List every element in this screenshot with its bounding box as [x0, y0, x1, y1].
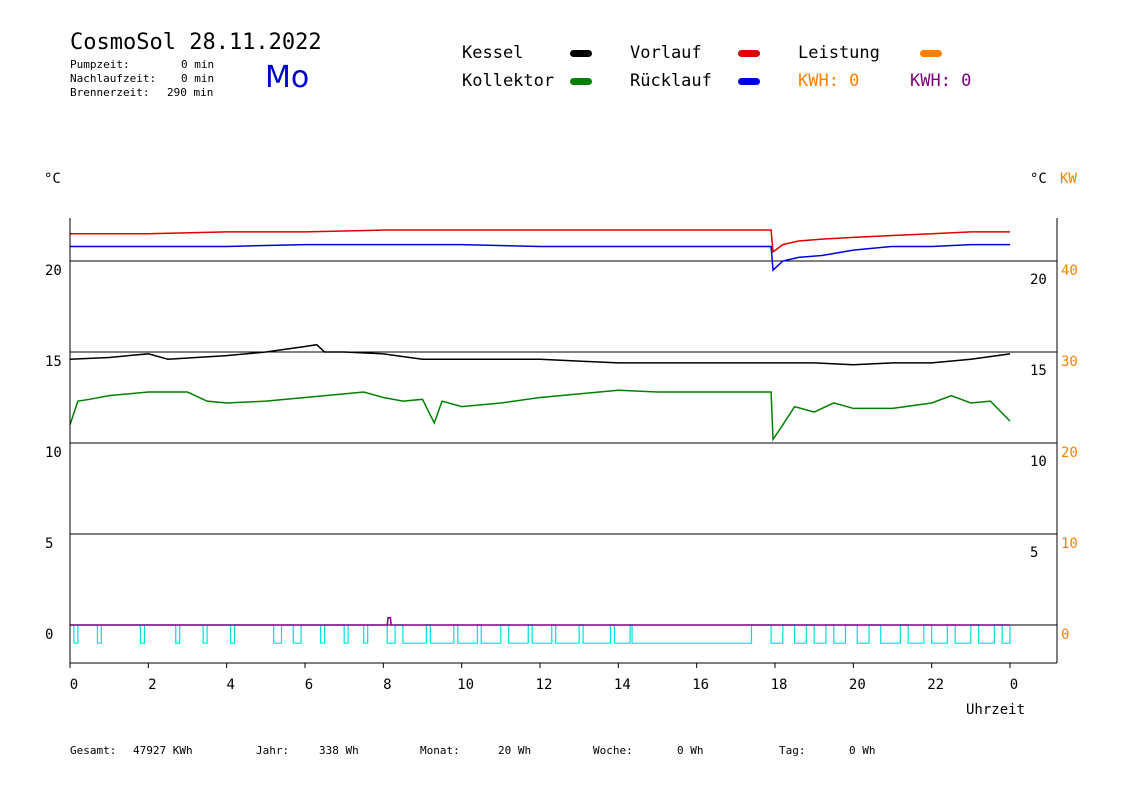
kw-unit-label: KW — [1060, 171, 1077, 187]
series-kollektor-line — [69, 389, 1011, 442]
left-unit-label: °C — [44, 171, 61, 187]
legend-kessel-label: Kessel — [462, 43, 524, 63]
y-kw-label-30: 30 — [1061, 354, 1078, 370]
x-tick-label-10: 20 — [849, 677, 866, 693]
footer-total-value: 47927 KWh — [133, 744, 193, 757]
chart-series — [69, 229, 1011, 644]
x-tick-label-4: 8 — [383, 677, 391, 693]
x-tick-label-12: 0 — [1010, 677, 1018, 693]
y-right-label-5: 5 — [1030, 545, 1038, 561]
chart-grid — [70, 260, 1057, 626]
y-kw-label-10: 10 — [1061, 536, 1078, 552]
legend-leistung-label: Leistung — [798, 43, 880, 63]
chart-axes — [69, 218, 1058, 668]
right-unit-label: °C — [1030, 171, 1047, 187]
kwh-orange-label: KWH: 0 — [798, 71, 860, 91]
x-tick-label-11: 22 — [927, 677, 944, 693]
x-tick-label-1: 2 — [148, 677, 156, 693]
y-left-label-5: 5 — [45, 536, 53, 552]
y-left-label-0: 0 — [45, 627, 53, 643]
x-axis-label: Uhrzeit — [966, 702, 1025, 718]
series-ruecklauf-line — [70, 243, 1010, 272]
legend-vorlauf-label: Vorlauf — [630, 43, 702, 63]
x-tick-label-8: 16 — [692, 677, 709, 693]
y-right-label-15: 15 — [1030, 363, 1047, 379]
x-tick-label-6: 12 — [536, 677, 553, 693]
page-title: CosmoSol 28.11.2022 — [70, 30, 322, 55]
x-tick-label-2: 4 — [226, 677, 234, 693]
footer-total-label: Gesamt: — [70, 744, 117, 757]
footer-month-label: Monat: — [420, 744, 460, 757]
y-left-label-10: 10 — [45, 445, 62, 461]
y-kw-label-0: 0 — [1061, 627, 1069, 643]
footer-week-label: Woche: — [593, 744, 633, 757]
y-left-label-15: 15 — [45, 354, 62, 370]
followup-time-value: 0 min — [181, 72, 215, 85]
footer-year-label: Jahr: — [256, 744, 290, 757]
x-tick-label-7: 14 — [614, 677, 631, 693]
burner-time-value: 290 min — [167, 86, 214, 99]
x-tick-label-0: 0 — [70, 677, 78, 693]
weekday-label: Mo — [265, 60, 310, 95]
burner-time-label: Brennerzeit: — [70, 86, 150, 99]
x-tick-label-5: 10 — [457, 677, 474, 693]
legend-vorlauf-swatch — [738, 50, 760, 57]
footer-week-value: 0 Wh — [677, 744, 704, 757]
series-brenner-line — [70, 616, 1010, 626]
x-tick-label-3: 6 — [305, 677, 313, 693]
legend-ruecklauf-label: Rücklauf — [630, 71, 712, 91]
x-tick-label-9: 18 — [771, 677, 788, 693]
legend-kollektor-label: Kollektor — [462, 71, 555, 91]
followup-time-label: Nachlaufzeit: — [70, 72, 157, 85]
kwh-purple-label: KWH: 0 — [910, 71, 972, 91]
chart-tick-labels: 0 2 4 6 8 10 12 14 16 18 20 22 0 0 5 10 15 20 5 10 15 20 0 10 20… — [45, 263, 1078, 693]
legend-ruecklauf-swatch — [738, 78, 760, 85]
series-pumpe-line — [70, 624, 1011, 644]
footer-year-value: 338 Wh — [319, 744, 359, 757]
pump-time-label: Pumpzeit: — [70, 58, 130, 71]
y-left-label-20: 20 — [45, 263, 62, 279]
pump-time-value: 0 min — [181, 58, 215, 71]
footer-month-value: 20 Wh — [498, 744, 532, 757]
y-kw-label-40: 40 — [1061, 263, 1078, 279]
series-vorlauf-line — [70, 229, 1010, 254]
y-right-label-10: 10 — [1030, 454, 1047, 470]
series-kessel-line — [69, 343, 1011, 366]
legend-kollektor-swatch — [570, 78, 592, 85]
legend-kessel-swatch — [570, 50, 592, 57]
y-right-label-20: 20 — [1030, 272, 1047, 288]
footer-day-label: Tag: — [779, 744, 806, 757]
legend-leistung-swatch — [920, 50, 942, 57]
footer-day-value: 0 Wh — [849, 744, 876, 757]
y-kw-label-20: 20 — [1061, 445, 1078, 461]
